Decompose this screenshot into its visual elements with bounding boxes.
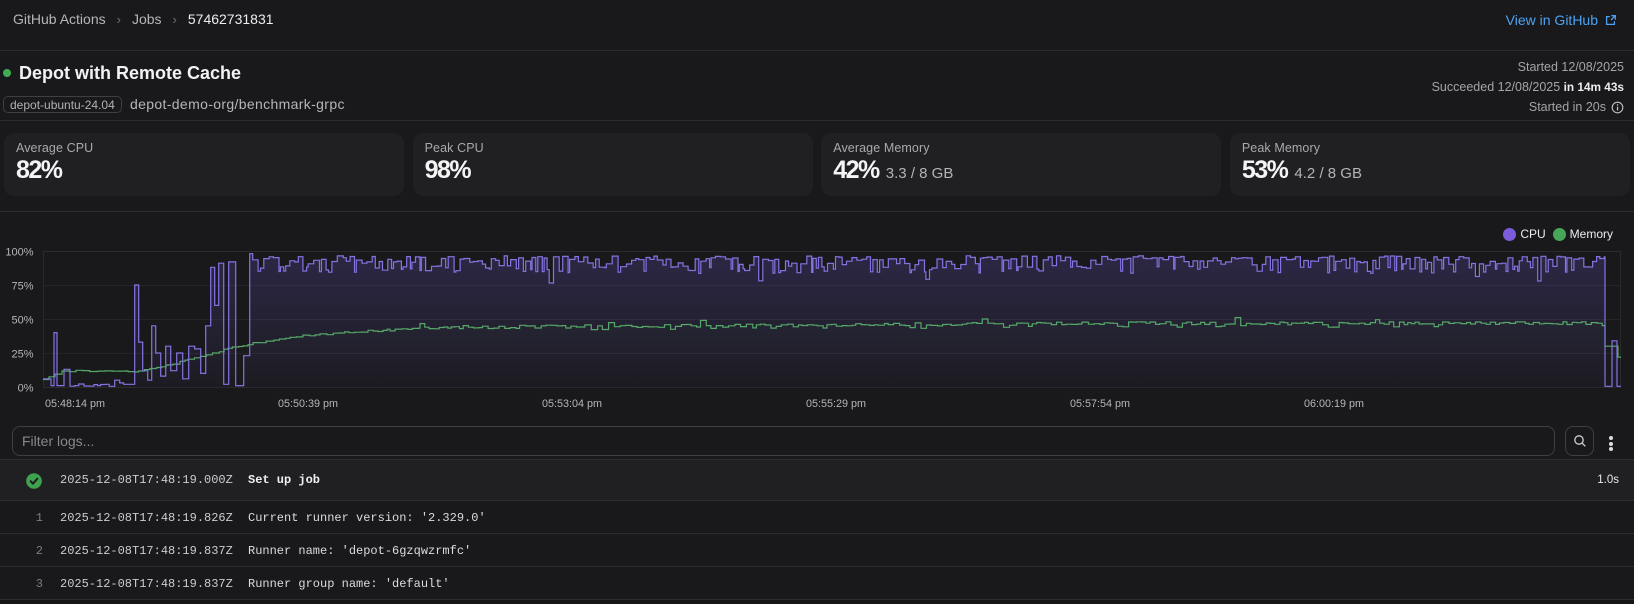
svg-text:05:48:14 pm: 05:48:14 pm [45, 398, 105, 410]
svg-text:05:55:29 pm: 05:55:29 pm [806, 398, 866, 410]
svg-text:05:50:39 pm: 05:50:39 pm [278, 398, 338, 410]
svg-text:06:00:19 pm: 06:00:19 pm [1304, 398, 1364, 410]
svg-text:05:57:54 pm: 05:57:54 pm [1070, 398, 1130, 410]
svg-text:50%: 50% [11, 315, 33, 327]
svg-text:100%: 100% [5, 247, 33, 259]
svg-text:75%: 75% [11, 281, 33, 293]
svg-text:0%: 0% [18, 383, 34, 395]
svg-text:25%: 25% [11, 349, 33, 361]
svg-text:05:53:04 pm: 05:53:04 pm [542, 398, 602, 410]
